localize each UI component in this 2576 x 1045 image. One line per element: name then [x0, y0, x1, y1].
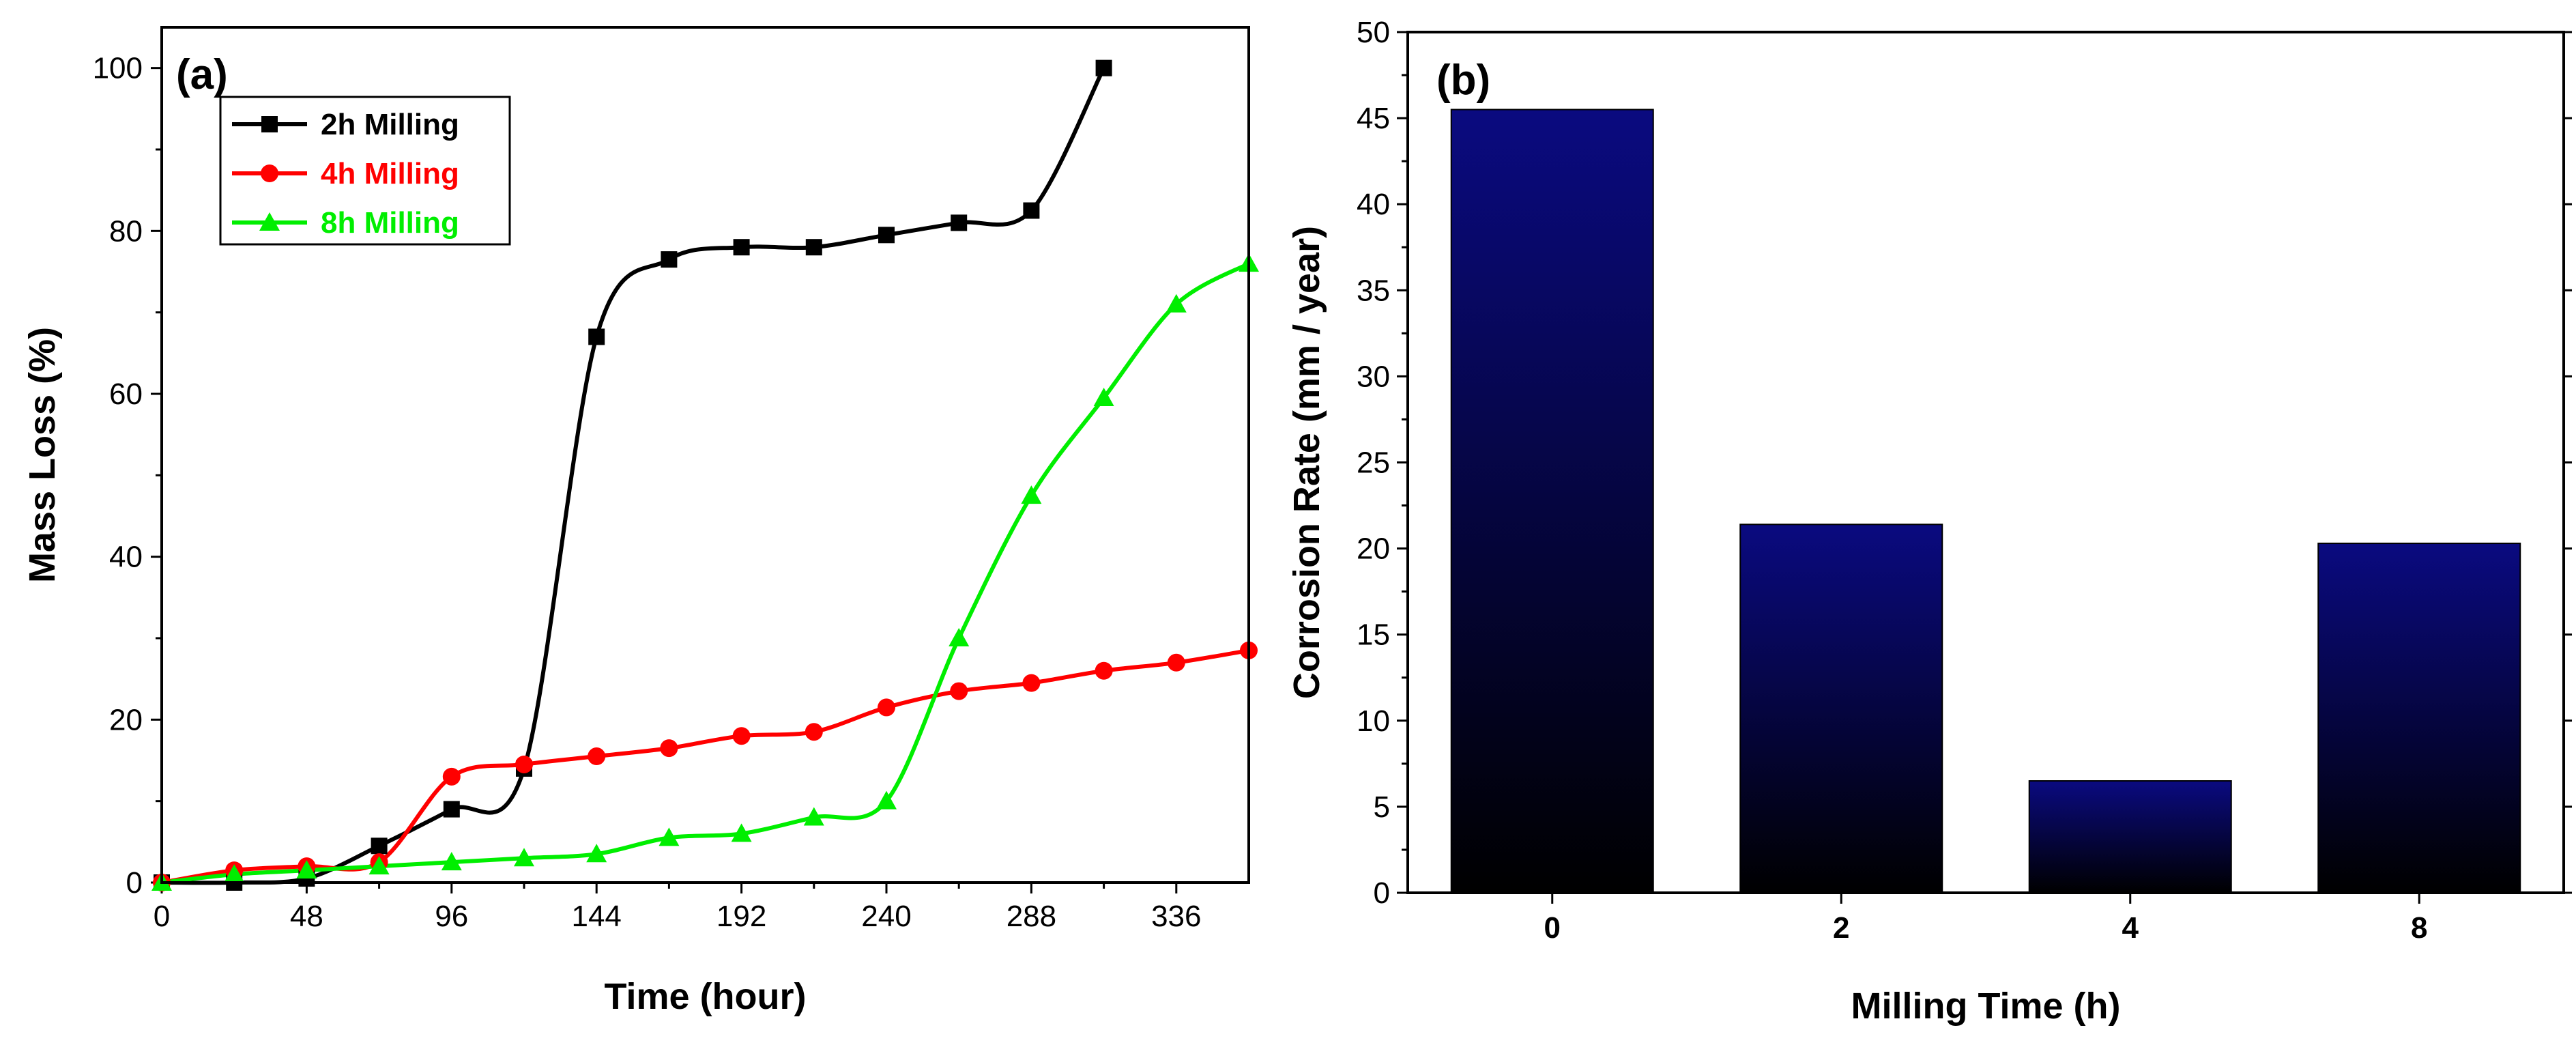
chart-b-plot-frame	[1406, 31, 2565, 894]
series-1-point	[733, 239, 750, 256]
series-2-point	[950, 682, 968, 700]
series-2-point	[1022, 674, 1041, 692]
legend-marker	[261, 164, 278, 182]
chart-a-y-tick-label: 40	[109, 541, 143, 574]
chart-b-y-tick-label: 10	[1357, 704, 1390, 738]
chart-b-x-tick-label: 2	[1833, 911, 1849, 945]
chart-a-y-tick-label: 60	[109, 377, 143, 411]
series-1-point	[371, 838, 388, 855]
chart-b-y-tick-label: 15	[1357, 618, 1390, 652]
chart-a-x-tick-label: 144	[571, 900, 621, 933]
series-2-point	[515, 755, 533, 773]
series-1-point	[1023, 202, 1040, 219]
chart-b-y-tick-label: 50	[1357, 16, 1390, 49]
series-2-point	[1095, 661, 1113, 680]
series-3-point	[949, 628, 970, 646]
chart-a-x-tick-label: 48	[290, 900, 323, 933]
series-3-point	[224, 864, 245, 883]
series-3-point	[659, 827, 680, 846]
series-2-point	[442, 767, 461, 786]
chart-a-x-tick-label: 192	[717, 900, 766, 933]
series-3-point	[368, 856, 390, 875]
series-1-point	[443, 801, 460, 818]
legend-marker	[259, 212, 280, 231]
series-2-point	[1167, 653, 1185, 672]
series-3-point	[514, 848, 534, 867]
chart-b-y-tick-label: 5	[1374, 790, 1390, 824]
chart-a-x-axis-label: Time (hour)	[605, 976, 807, 1017]
series-3-point	[586, 844, 607, 863]
bar-4	[2028, 780, 2232, 893]
series-1-point	[588, 328, 605, 345]
chart-b-y-tick-label: 45	[1357, 102, 1390, 135]
series-3-point	[1093, 387, 1114, 406]
series-1-point	[1095, 59, 1112, 76]
series-2-point	[660, 739, 678, 758]
chart-b-x-axis-label: Milling Time (h)	[1851, 986, 2121, 1027]
chart-b-y-tick-label: 35	[1357, 274, 1390, 307]
legend-marker	[261, 116, 278, 132]
series-2-point	[878, 698, 895, 717]
series-2-point	[588, 747, 606, 766]
chart-a: 0 48 96 144 192 240 288 336 0 20 40 60 80 100 (a) Tim…	[22, 26, 1259, 1017]
chart-a-x-tick-label: 288	[1007, 900, 1056, 933]
chart-b-y-tick-label: 25	[1357, 446, 1390, 480]
chart-a-x-tick-label: 336	[1151, 900, 1201, 933]
legend-label: 4h Milling	[321, 157, 459, 190]
chart-b-panel-label: (b)	[1436, 57, 1490, 104]
series-line-3	[161, 261, 1250, 885]
series-3-point	[1021, 485, 1042, 504]
series-2-point	[732, 727, 751, 745]
series-3-point	[1166, 294, 1187, 313]
chart-b-x-tick-label: 4	[2122, 911, 2139, 945]
chart-a-y-tick-label: 80	[109, 214, 143, 248]
chart-b-y-axis-label: Corrosion Rate (mm / year)	[1286, 226, 1327, 699]
chart-b-y-tick-label: 40	[1357, 188, 1390, 221]
series-3-point	[731, 823, 752, 842]
chart-b-y-tick-label: 0	[1374, 876, 1390, 910]
chart-b-y-tick-label: 20	[1357, 532, 1390, 566]
bar-0	[1450, 109, 1654, 894]
series-2-point	[805, 723, 823, 741]
series-1-point	[951, 214, 968, 231]
chart-b-x-tick-label: 8	[2411, 911, 2427, 945]
chart-a-x-tick-label: 96	[435, 900, 468, 933]
bar-8	[2317, 543, 2521, 893]
legend-label: 8h Milling	[321, 206, 459, 240]
series-3-point	[876, 790, 897, 810]
series-line-2	[161, 648, 1249, 885]
chart-b-y-tick-label: 30	[1357, 360, 1390, 393]
chart-b: 0 2 4 8 0 5 10 15 20 25 30 35 40 45 50 (b) Milling Tim…	[1286, 16, 2572, 1027]
series-3-point	[441, 852, 462, 871]
series-1-point	[661, 251, 678, 268]
chart-a-plot-frame	[160, 26, 1250, 884]
chart-a-legend: 2h Milling 4h Milling 8h Milling	[219, 96, 511, 246]
bar-2	[1739, 524, 1943, 893]
chart-a-y-tick-label: 100	[93, 52, 143, 85]
chart-a-y-axis-label: Mass Loss (%)	[22, 327, 63, 583]
series-1-point	[805, 239, 822, 256]
chart-a-x-tick-label: 0	[154, 900, 170, 933]
chart-a-y-tick-label: 0	[126, 866, 143, 900]
chart-a-y-tick-label: 20	[109, 703, 143, 736]
chart-b-x-tick-label: 0	[1544, 911, 1561, 945]
series-1-point	[878, 227, 895, 244]
chart-a-panel-label: (a)	[176, 51, 228, 98]
chart-a-x-tick-label: 240	[861, 900, 911, 933]
series-3-point	[296, 860, 317, 879]
legend-label: 2h Milling	[321, 108, 459, 141]
series-3-point	[803, 807, 824, 826]
